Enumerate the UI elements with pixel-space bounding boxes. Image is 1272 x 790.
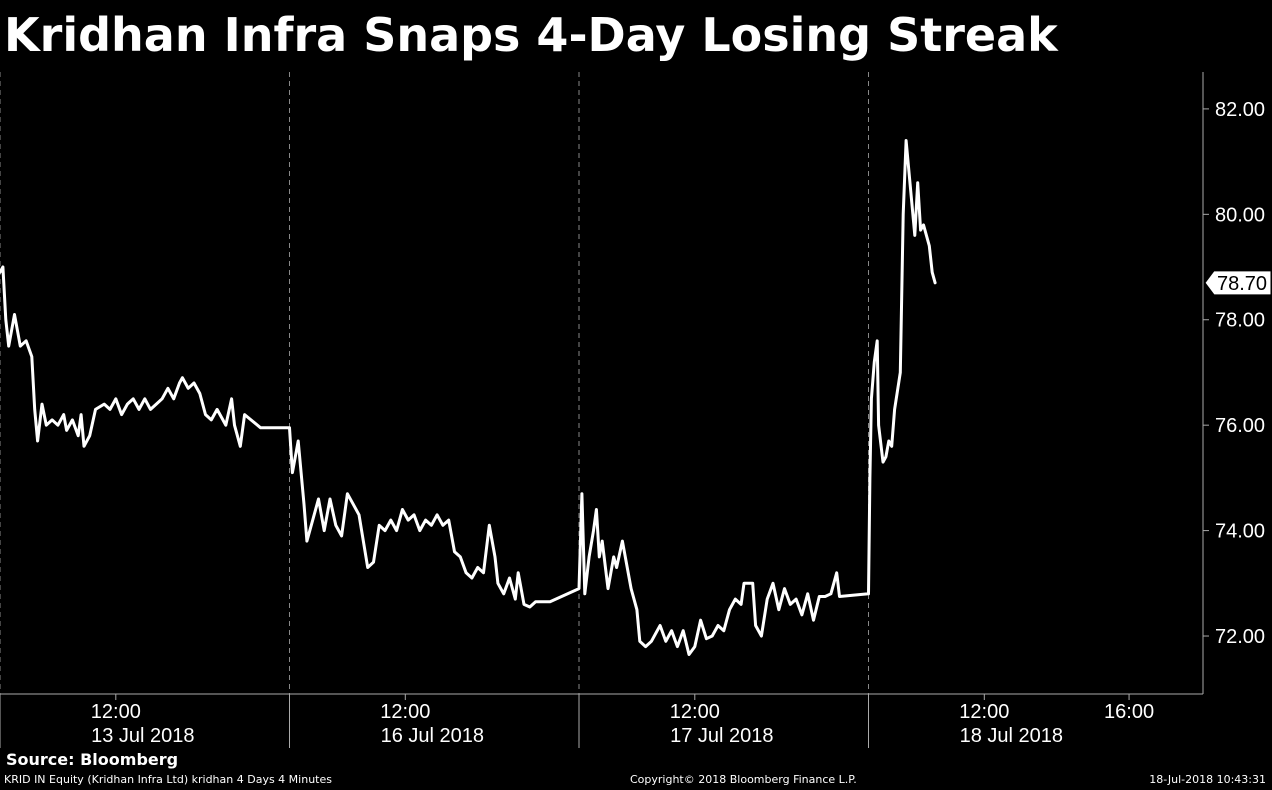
- y-tick-label: 80.00: [1215, 204, 1265, 226]
- x-date-label: 13 Jul 2018: [91, 725, 194, 747]
- x-time-label: 12:00: [670, 701, 720, 723]
- x-date-label: 18 Jul 2018: [960, 725, 1063, 747]
- y-tick-label: 72.00: [1215, 626, 1265, 648]
- x-date-label: 17 Jul 2018: [670, 725, 773, 747]
- x-time-label: 12:00: [91, 701, 141, 723]
- footer-timestamp: 18-Jul-2018 10:43:31: [1149, 773, 1266, 786]
- footer-ticker-info: KRID IN Equity (Kridhan Infra Ltd) kridh…: [4, 773, 332, 786]
- y-tick-label: 82.00: [1215, 99, 1265, 121]
- x-date-label: 16 Jul 2018: [381, 725, 484, 747]
- price-series-line: [0, 139, 937, 656]
- x-time-label: 12:00: [380, 701, 430, 723]
- day-separators: [0, 72, 869, 748]
- last-price-tag: 78.70: [1204, 270, 1272, 296]
- chart-title: Kridhan Infra Snaps 4-Day Losing Streak: [4, 8, 1058, 62]
- y-tick-label: 74.00: [1215, 521, 1265, 543]
- y-tick-label: 78.00: [1215, 310, 1265, 332]
- chart-source: Source: Bloomberg: [6, 750, 179, 769]
- footer-copyright: Copyright© 2018 Bloomberg Finance L.P.: [630, 773, 857, 786]
- last-price-tag-shape: [1204, 270, 1272, 296]
- y-tick-label: 76.00: [1215, 415, 1265, 437]
- y-axis-ticks: 72.00 74.00 76.00 78.00 80.00 82.00: [1203, 99, 1265, 648]
- x-time-label: 16:00: [1104, 701, 1154, 723]
- x-time-label: 12:00: [959, 701, 1009, 723]
- last-price-label: 78.70: [1217, 273, 1267, 295]
